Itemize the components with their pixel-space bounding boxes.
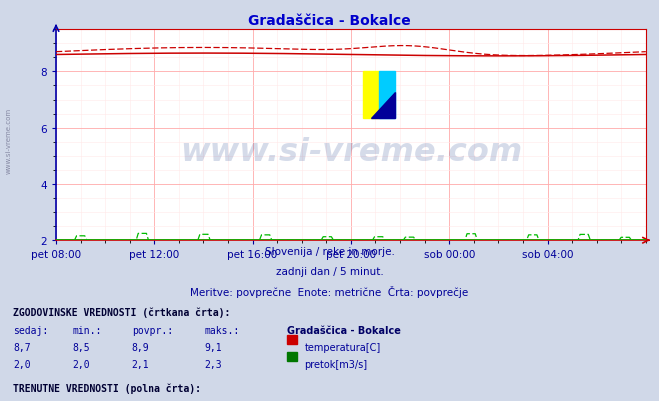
Text: Slovenija / reke in morje.: Slovenija / reke in morje.	[264, 247, 395, 257]
Text: 8,5: 8,5	[72, 342, 90, 352]
Text: www.si-vreme.com: www.si-vreme.com	[5, 107, 12, 173]
Bar	[379, 72, 395, 119]
Text: www.si-vreme.com: www.si-vreme.com	[180, 137, 522, 168]
Text: 2,1: 2,1	[132, 359, 150, 369]
Text: pretok[m3/s]: pretok[m3/s]	[304, 359, 368, 369]
Text: 8,9: 8,9	[132, 342, 150, 352]
Text: Gradaščica - Bokalce: Gradaščica - Bokalce	[287, 325, 401, 335]
Text: 8,7: 8,7	[13, 342, 31, 352]
Text: temperatura[C]: temperatura[C]	[304, 342, 381, 352]
Text: Gradaščica - Bokalce: Gradaščica - Bokalce	[248, 14, 411, 28]
Bar	[362, 72, 379, 119]
Text: ZGODOVINSKE VREDNOSTI (črtkana črta):: ZGODOVINSKE VREDNOSTI (črtkana črta):	[13, 307, 231, 317]
Text: 9,1: 9,1	[204, 342, 222, 352]
Text: maks.:: maks.:	[204, 325, 239, 335]
Text: Meritve: povprečne  Enote: metrične  Črta: povprečje: Meritve: povprečne Enote: metrične Črta:…	[190, 285, 469, 297]
Text: 2,0: 2,0	[72, 359, 90, 369]
Text: 2,0: 2,0	[13, 359, 31, 369]
Text: sedaj:: sedaj:	[13, 325, 48, 335]
Text: TRENUTNE VREDNOSTI (polna črta):: TRENUTNE VREDNOSTI (polna črta):	[13, 382, 201, 393]
Text: povpr.:: povpr.:	[132, 325, 173, 335]
Text: min.:: min.:	[72, 325, 102, 335]
Polygon shape	[371, 93, 395, 119]
Text: zadnji dan / 5 minut.: zadnji dan / 5 minut.	[275, 266, 384, 276]
Text: 2,3: 2,3	[204, 359, 222, 369]
